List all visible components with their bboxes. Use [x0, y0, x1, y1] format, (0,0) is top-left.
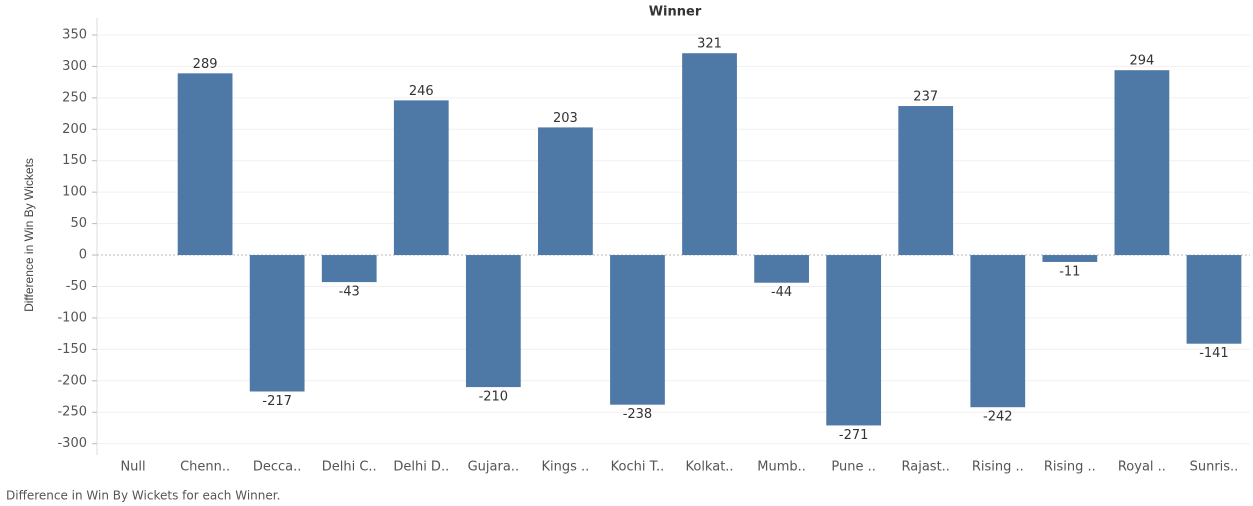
y-tick-label: 50 [70, 216, 87, 231]
y-tick-label: 300 [62, 59, 87, 74]
bar [826, 255, 882, 426]
bar [970, 255, 1026, 408]
bar [465, 255, 521, 388]
y-tick-label: -200 [57, 373, 87, 388]
y-tick-label: -50 [66, 279, 87, 294]
bar [1042, 255, 1098, 262]
bar [321, 255, 377, 283]
x-tick-label: Mumb.. [757, 460, 806, 475]
bar [249, 255, 305, 392]
bar [1186, 255, 1242, 344]
data-label: -217 [262, 394, 292, 409]
data-label: -271 [839, 428, 869, 443]
data-label: -43 [339, 285, 360, 300]
x-tick-label: Null [120, 460, 145, 475]
data-label: -238 [623, 407, 653, 422]
data-label: -44 [771, 285, 792, 300]
x-tick-label: Rising .. [1044, 460, 1096, 475]
x-tick-label: Kochi T.. [611, 460, 665, 475]
data-label: -11 [1059, 264, 1080, 279]
x-tick-label: Chenn.. [180, 460, 230, 475]
x-tick-label: Rising .. [972, 460, 1024, 475]
bar [538, 127, 593, 256]
data-label: 321 [697, 37, 722, 52]
x-tick-label: Rajast.. [902, 460, 950, 475]
x-tick-label: Delhi C.. [322, 460, 377, 475]
bar [177, 73, 233, 256]
y-tick-label: 250 [62, 90, 87, 105]
x-tick-label: Kolkat.. [685, 460, 733, 475]
y-tick-label: -300 [57, 436, 87, 451]
y-tick-label: -100 [57, 310, 87, 325]
x-tick-label: Royal .. [1118, 460, 1166, 475]
x-tick-label: Gujara.. [468, 460, 519, 475]
y-tick-label: 150 [62, 153, 87, 168]
data-label: 203 [553, 111, 578, 126]
data-label: -141 [1199, 346, 1229, 361]
x-tick-label: Decca.. [253, 460, 302, 475]
y-tick-label: 200 [62, 122, 87, 137]
y-tick-label: 0 [79, 248, 87, 263]
y-tick-label: 100 [62, 185, 87, 200]
bar [393, 100, 449, 256]
data-label: 289 [193, 57, 218, 72]
x-tick-label: Delhi D.. [393, 460, 449, 475]
bar [610, 255, 665, 405]
x-tick-label: Sunris.. [1190, 460, 1239, 475]
data-label: -242 [983, 410, 1013, 425]
bar [898, 106, 954, 256]
data-label: 294 [1129, 54, 1154, 69]
bar [682, 53, 737, 256]
y-axis-label: Difference in Win By Wickets [22, 158, 36, 312]
bar [754, 255, 809, 283]
x-tick-label: Pune .. [831, 460, 875, 475]
x-tick-label: Kings .. [542, 460, 590, 475]
data-label: 237 [913, 90, 938, 105]
chart-title: Winner [649, 5, 702, 20]
y-tick-label: -250 [57, 405, 87, 420]
data-label: -210 [479, 390, 509, 405]
bar [1114, 70, 1170, 256]
y-tick-label: -150 [57, 342, 87, 357]
caption: Difference in Win By Wickets for each Wi… [6, 489, 280, 503]
y-tick-label: 350 [62, 27, 87, 42]
data-label: 246 [409, 84, 434, 99]
